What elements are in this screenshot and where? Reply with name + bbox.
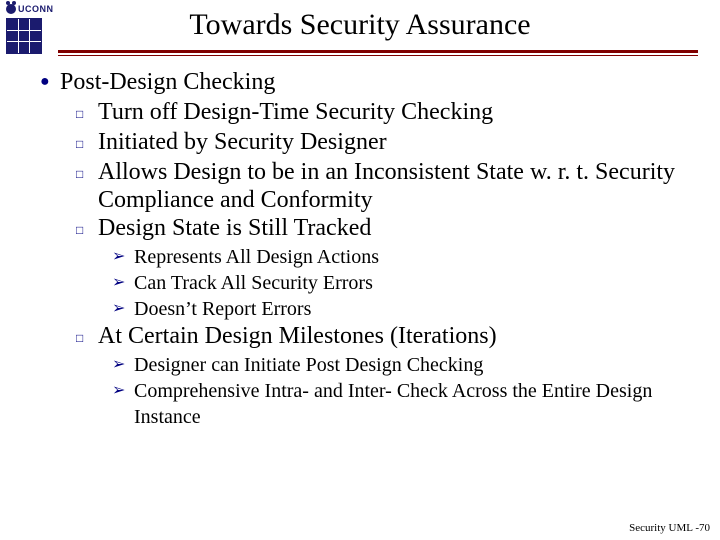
list-item: ➢ Represents All Design Actions <box>112 244 700 270</box>
list-item: □ Design State is Still Tracked <box>76 214 700 244</box>
slide: UCONN Towards Security Assurance ● Post-… <box>0 0 720 540</box>
lvl2-text: Design State is Still Tracked <box>98 214 700 242</box>
bullet-square-icon: □ <box>76 322 98 352</box>
title-underline-thin <box>58 55 698 56</box>
lvl3-text: Represents All Design Actions <box>134 244 700 270</box>
lvl2-text: Allows Design to be in an Inconsistent S… <box>98 158 700 214</box>
lvl3-text: Can Track All Security Errors <box>134 270 700 296</box>
list-item: □ Allows Design to be in an Inconsistent… <box>76 158 700 214</box>
bullet-square-icon: □ <box>76 214 98 244</box>
footer-text: Security UML -70 <box>629 522 710 534</box>
list-item: ➢ Can Track All Security Errors <box>112 270 700 296</box>
lvl2-text: At Certain Design Milestones (Iterations… <box>98 322 700 350</box>
list-item: □ Turn off Design-Time Security Checking <box>76 98 700 128</box>
content: ● Post-Design Checking □ Turn off Design… <box>40 68 700 430</box>
title-underline-thick <box>58 50 698 53</box>
bullet-arrow-icon: ➢ <box>112 378 134 404</box>
lvl2-text: Turn off Design-Time Security Checking <box>98 98 700 126</box>
bullet-arrow-icon: ➢ <box>112 352 134 378</box>
list-item: □ At Certain Design Milestones (Iteratio… <box>76 322 700 352</box>
bullet-arrow-icon: ➢ <box>112 270 134 296</box>
lvl3-text: Comprehensive Intra- and Inter- Check Ac… <box>134 378 700 430</box>
list-item: ➢ Designer can Initiate Post Design Chec… <box>112 352 700 378</box>
bullet-square-icon: □ <box>76 98 98 128</box>
list-item: ● Post-Design Checking <box>40 68 700 96</box>
bullet-arrow-icon: ➢ <box>112 296 134 322</box>
bullet-square-icon: □ <box>76 158 98 188</box>
lvl2-text: Initiated by Security Designer <box>98 128 700 156</box>
bullet-square-icon: □ <box>76 128 98 158</box>
list-item: ➢ Doesn’t Report Errors <box>112 296 700 322</box>
list-item: ➢ Comprehensive Intra- and Inter- Check … <box>112 378 700 430</box>
lvl3-text: Doesn’t Report Errors <box>134 296 700 322</box>
page-title: Towards Security Assurance <box>0 8 720 42</box>
bullet-circle-icon: ● <box>40 68 60 96</box>
lvl3-text: Designer can Initiate Post Design Checki… <box>134 352 700 378</box>
lvl1-text: Post-Design Checking <box>60 68 275 96</box>
bullet-arrow-icon: ➢ <box>112 244 134 270</box>
list-item: □ Initiated by Security Designer <box>76 128 700 158</box>
